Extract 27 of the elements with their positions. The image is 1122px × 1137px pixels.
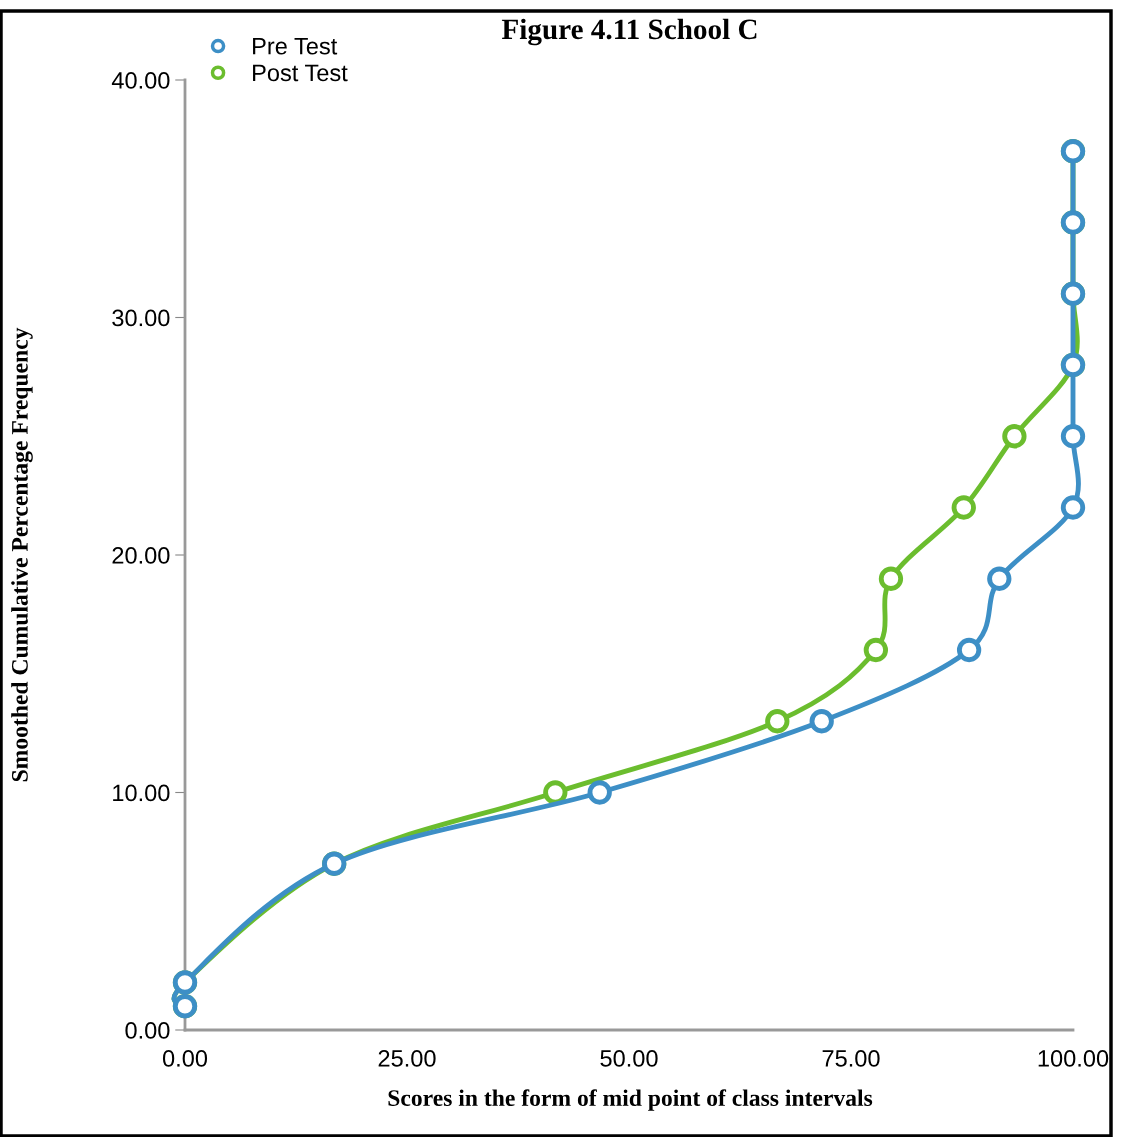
x-tick-label: 50.00 [600,1050,658,1067]
y-tick-label: 10.00 [113,784,170,802]
point [543,780,568,805]
y-tick-label: 40.00 [111,72,170,89]
point [1060,495,1086,520]
point [987,566,1012,591]
point [1060,424,1086,449]
point [1002,424,1027,449]
x-axis-title: Scores in the form of mid point of class intervals [388,1089,873,1111]
point [863,637,889,663]
y-tick-label: 30.00 [112,309,170,327]
y-tick-label: 20.00 [112,547,170,564]
chart-title: Figure 4.11 School C [501,18,757,46]
y-axis-title: Smoothed Cumulative Percentage Frequency [11,327,33,782]
point [587,780,612,805]
y-tick-label: 0.00 [125,1022,170,1039]
x-tick-label: 100.00 [1038,1050,1109,1067]
x-tick-label: 75.00 [822,1050,880,1067]
point [809,709,834,734]
point [956,637,982,663]
point [765,709,790,734]
legend-label: Post Test [253,64,348,82]
legend-label: Pre Test [253,38,338,55]
point [951,495,976,520]
x-tick-label: 0.00 [162,1050,208,1067]
x-tick-label: 25.00 [378,1050,436,1067]
point [878,566,904,591]
